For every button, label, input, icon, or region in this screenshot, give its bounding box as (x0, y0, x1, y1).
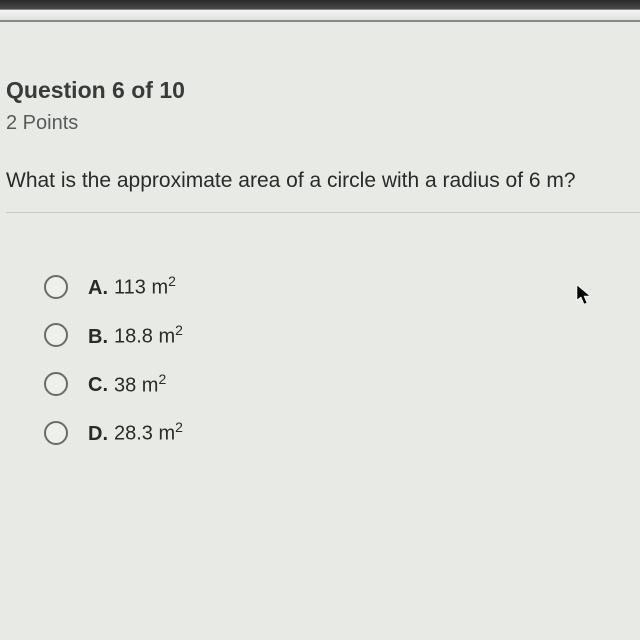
option-b[interactable]: B. 18.8 m2 (44, 322, 640, 349)
question-number-title: Question 6 of 10 (6, 77, 640, 104)
window-chrome-top (0, 0, 640, 10)
option-letter: A. (88, 277, 108, 299)
answer-options-group: A.113 m2 B.18.8 m2 C.38 m2 D.28.3 m2 (6, 273, 640, 446)
option-exponent: 2 (158, 371, 166, 387)
option-letter: B. (88, 326, 108, 348)
points-label: 2 Points (6, 112, 640, 135)
option-c-label: C. 38 m2 (88, 371, 166, 398)
option-d-label: D. 28.3 m2 (88, 419, 183, 446)
radio-icon (44, 275, 68, 299)
radio-icon (44, 323, 68, 347)
option-d[interactable]: D. 28.3 m2 (44, 419, 640, 446)
option-value: 28.3 m (114, 423, 175, 445)
option-letter: D. (88, 423, 108, 445)
option-exponent: 2 (168, 273, 176, 289)
question-divider (6, 212, 640, 213)
toolbar-strip (0, 10, 640, 22)
option-c[interactable]: C. 38 m2 (44, 371, 640, 398)
option-a[interactable]: A. 113 m2 (44, 273, 640, 300)
option-a-label: A. 113 m2 (88, 273, 176, 300)
question-prompt: What is the approximate area of a circle… (6, 167, 640, 194)
quiz-content: Question 6 of 10 2 Points What is the ap… (0, 22, 640, 446)
option-exponent: 2 (175, 419, 183, 435)
option-b-label: B. 18.8 m2 (88, 322, 183, 349)
option-exponent: 2 (175, 322, 183, 338)
option-value: 113 m (114, 277, 168, 299)
radio-icon (44, 421, 68, 445)
option-value: 18.8 m (114, 326, 175, 348)
option-letter: C. (88, 374, 108, 396)
radio-icon (44, 372, 68, 396)
option-value: 38 m (114, 374, 158, 396)
